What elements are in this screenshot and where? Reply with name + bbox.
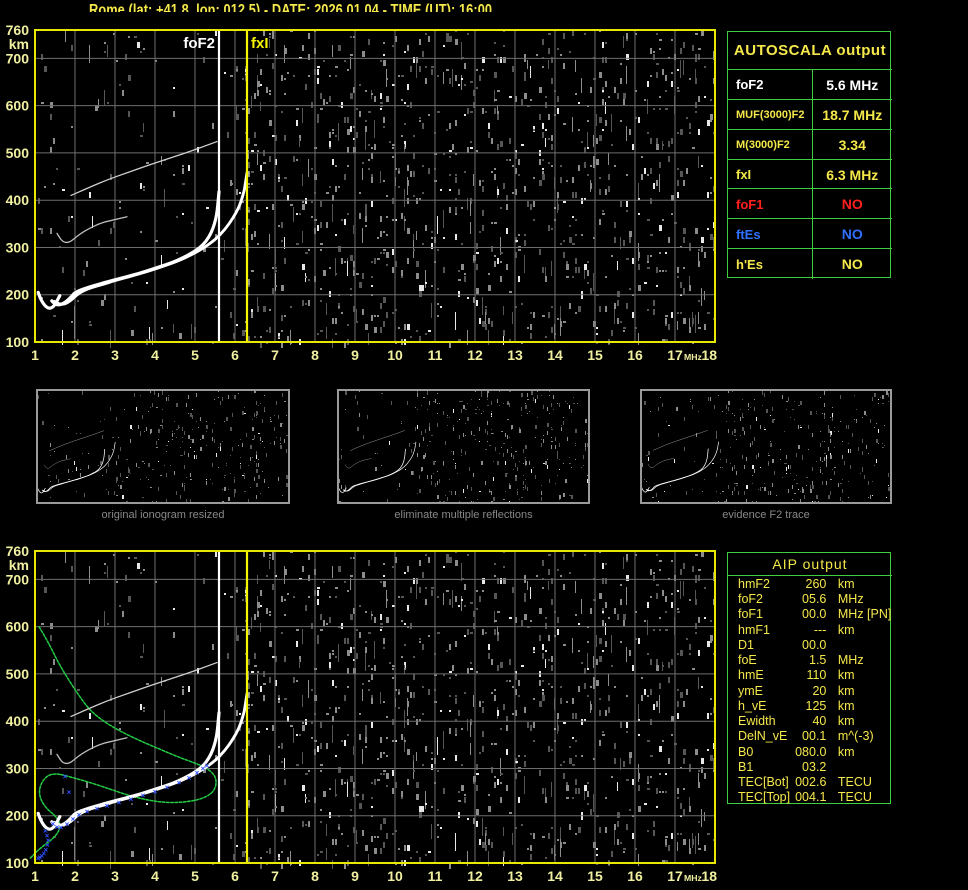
svg-text:600: 600 (6, 619, 30, 635)
svg-text:500: 500 (6, 145, 30, 161)
svg-text:km: km (9, 557, 29, 573)
svg-text:16: 16 (627, 868, 643, 881)
svg-text:fxI: fxI (251, 35, 269, 52)
svg-text:7: 7 (271, 347, 279, 360)
svg-text:8: 8 (311, 347, 319, 360)
svg-text:6: 6 (231, 868, 239, 881)
svg-text:4: 4 (151, 868, 159, 881)
svg-text:14: 14 (547, 868, 563, 881)
svg-text:8: 8 (311, 868, 319, 881)
svg-text:MHz: MHz (684, 873, 703, 881)
svg-text:14: 14 (547, 347, 563, 360)
svg-text:600: 600 (6, 98, 30, 114)
svg-text:6: 6 (231, 347, 239, 360)
svg-text:MHz: MHz (684, 352, 703, 360)
svg-text:17: 17 (667, 347, 683, 360)
svg-text:400: 400 (6, 192, 30, 208)
svg-text:9: 9 (351, 347, 359, 360)
svg-text:100: 100 (6, 855, 30, 871)
svg-text:18: 18 (701, 868, 717, 881)
svg-text:200: 200 (6, 287, 30, 303)
svg-text:1: 1 (31, 347, 39, 360)
svg-text:7: 7 (271, 868, 279, 881)
svg-text:15: 15 (587, 868, 603, 881)
svg-text:18: 18 (701, 347, 717, 360)
svg-text:11: 11 (428, 347, 443, 360)
svg-text:3: 3 (111, 868, 119, 881)
svg-text:700: 700 (6, 50, 30, 66)
svg-text:1: 1 (31, 868, 39, 881)
svg-text:9: 9 (351, 868, 359, 881)
svg-text:300: 300 (6, 761, 30, 777)
svg-text:2: 2 (71, 347, 79, 360)
svg-text:3: 3 (111, 347, 119, 360)
svg-text:400: 400 (6, 713, 30, 729)
svg-text:200: 200 (6, 808, 30, 824)
svg-text:12: 12 (467, 347, 483, 360)
svg-text:12: 12 (467, 868, 483, 881)
svg-text:15: 15 (587, 347, 603, 360)
svg-text:km: km (9, 36, 29, 52)
svg-text:2: 2 (71, 868, 79, 881)
svg-text:13: 13 (507, 347, 523, 360)
svg-text:5: 5 (191, 868, 199, 881)
svg-text:10: 10 (387, 868, 403, 881)
svg-text:500: 500 (6, 666, 30, 682)
svg-text:4: 4 (151, 347, 159, 360)
svg-text:16: 16 (627, 347, 643, 360)
svg-text:11: 11 (428, 868, 443, 881)
svg-text:700: 700 (6, 571, 30, 587)
svg-text:10: 10 (387, 347, 403, 360)
svg-text:100: 100 (6, 334, 30, 350)
svg-text:foF2: foF2 (183, 35, 215, 52)
svg-text:300: 300 (6, 240, 30, 256)
svg-text:17: 17 (667, 868, 683, 881)
svg-text:13: 13 (507, 868, 523, 881)
svg-text:5: 5 (191, 347, 199, 360)
